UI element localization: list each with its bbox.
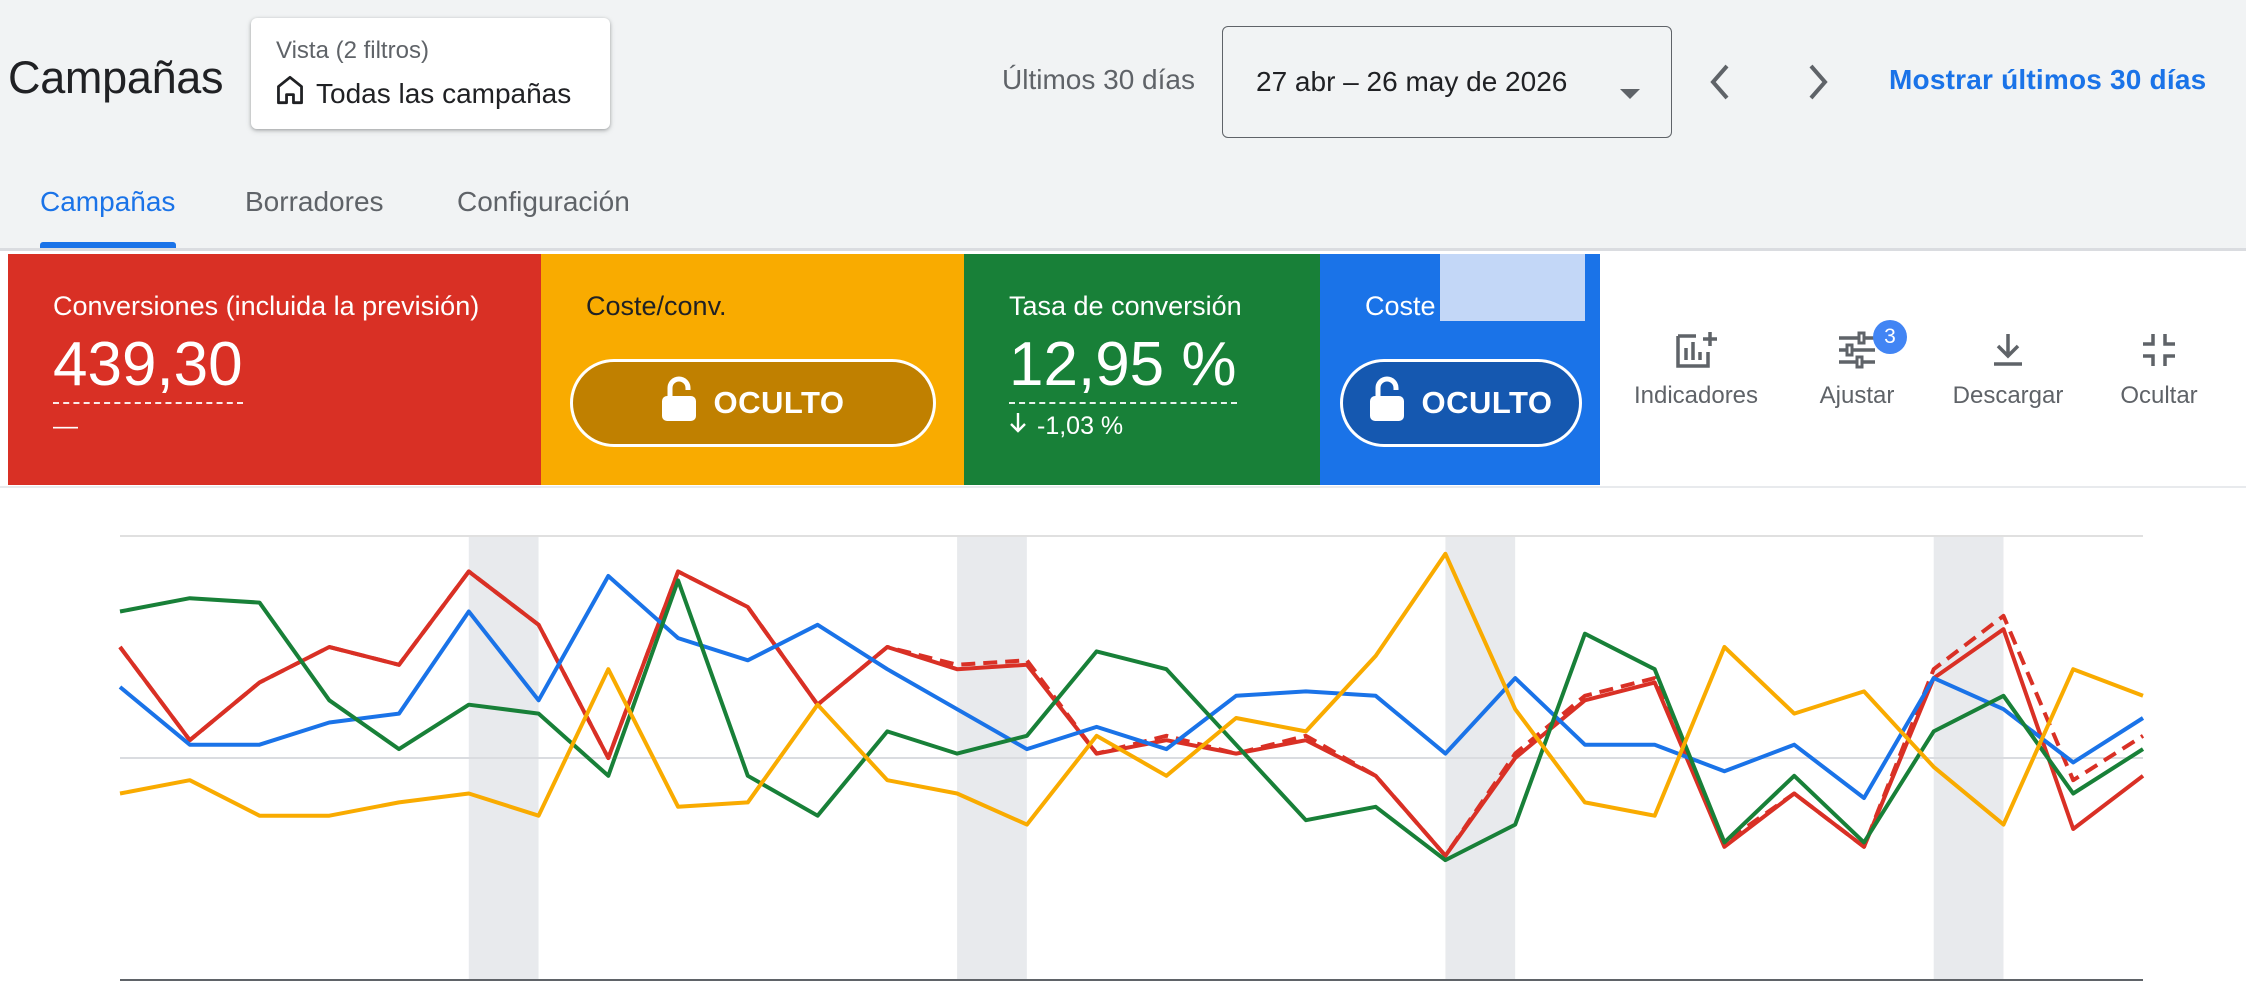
tab-campaigns[interactable]: Campañas	[40, 186, 176, 217]
metric-label: Tasa de conversión	[1009, 291, 1242, 321]
metric-value: 439,30	[53, 334, 243, 404]
arrow-down-icon	[1009, 412, 1027, 441]
hide-chart-button[interactable]: Ocultar	[2084, 330, 2234, 410]
view-selector-value: Todas las campañas	[316, 77, 572, 109]
download-icon	[1933, 330, 2083, 370]
date-range-value: 27 abr – 26 may de 2026	[1256, 66, 1568, 97]
lock-open-icon	[661, 376, 713, 430]
metric-value: 12,95 %	[1009, 334, 1237, 404]
series-line	[119, 578, 2145, 863]
tab-drafts[interactable]: Borradores	[245, 186, 384, 217]
show-last-30-days-link[interactable]: Mostrar últimos 30 días	[1889, 64, 2207, 95]
hidden-label: OCULTO	[1421, 385, 1553, 420]
adjust-count-badge: 3	[1873, 320, 1907, 354]
hide-label: Ocultar	[2120, 382, 2198, 409]
next-period-icon[interactable]	[1797, 58, 1837, 106]
hidden-metric-button[interactable]: OCULTO	[1340, 359, 1582, 447]
page-title: Campañas	[8, 52, 224, 103]
download-label: Descargar	[1952, 382, 2064, 409]
metric-card-conv-rate[interactable]: Tasa de conversión 12,95 % -1,03 %	[964, 254, 1320, 485]
performance-line-chart	[118, 535, 2145, 981]
dropdown-caret-icon	[1619, 75, 1641, 107]
metric-label: Coste	[1365, 291, 1436, 321]
indicators-button[interactable]: Indicadores	[1621, 330, 1771, 410]
tabs-divider	[0, 248, 2246, 251]
adjust-button[interactable]: Ajustar	[1782, 330, 1932, 410]
adjust-label: Ajustar	[1819, 382, 1895, 409]
series-line	[119, 551, 2144, 827]
metric-change: —	[53, 412, 78, 440]
collapse-icon	[2084, 330, 2234, 370]
series-line	[118, 569, 2145, 858]
metric-card-conversions[interactable]: Conversiones (incluida la previsión) 439…	[8, 254, 541, 485]
lock-open-icon	[1369, 376, 1421, 430]
date-range-label: Últimos 30 días	[1002, 64, 1195, 95]
cards-divider	[0, 486, 2246, 488]
tune-icon	[1782, 330, 1932, 370]
series-line-forecast	[118, 569, 2145, 858]
metric-label: Conversiones (incluida la previsión)	[53, 291, 480, 321]
metric-change: -1,03 %	[1037, 412, 1124, 440]
metric-label: Coste/conv.	[586, 291, 727, 321]
series-line	[118, 574, 2145, 800]
active-tab-indicator	[40, 242, 176, 248]
view-selector[interactable]: Vista (2 filtros) Todas las campañas	[251, 18, 610, 129]
hidden-label: OCULTO	[713, 385, 845, 420]
home-outline-icon	[276, 75, 316, 112]
indicators-label: Indicadores	[1633, 382, 1759, 409]
hidden-metric-button[interactable]: OCULTO	[570, 359, 936, 447]
date-range-picker[interactable]: 27 abr – 26 may de 2026	[1222, 26, 1672, 138]
add-chart-icon	[1621, 330, 1771, 370]
tab-settings[interactable]: Configuración	[457, 186, 630, 217]
selection-highlight	[1440, 254, 1585, 321]
view-selector-caption: Vista (2 filtros)	[276, 37, 429, 64]
download-button[interactable]: Descargar	[1933, 330, 2083, 410]
previous-period-icon[interactable]	[1701, 58, 1741, 106]
